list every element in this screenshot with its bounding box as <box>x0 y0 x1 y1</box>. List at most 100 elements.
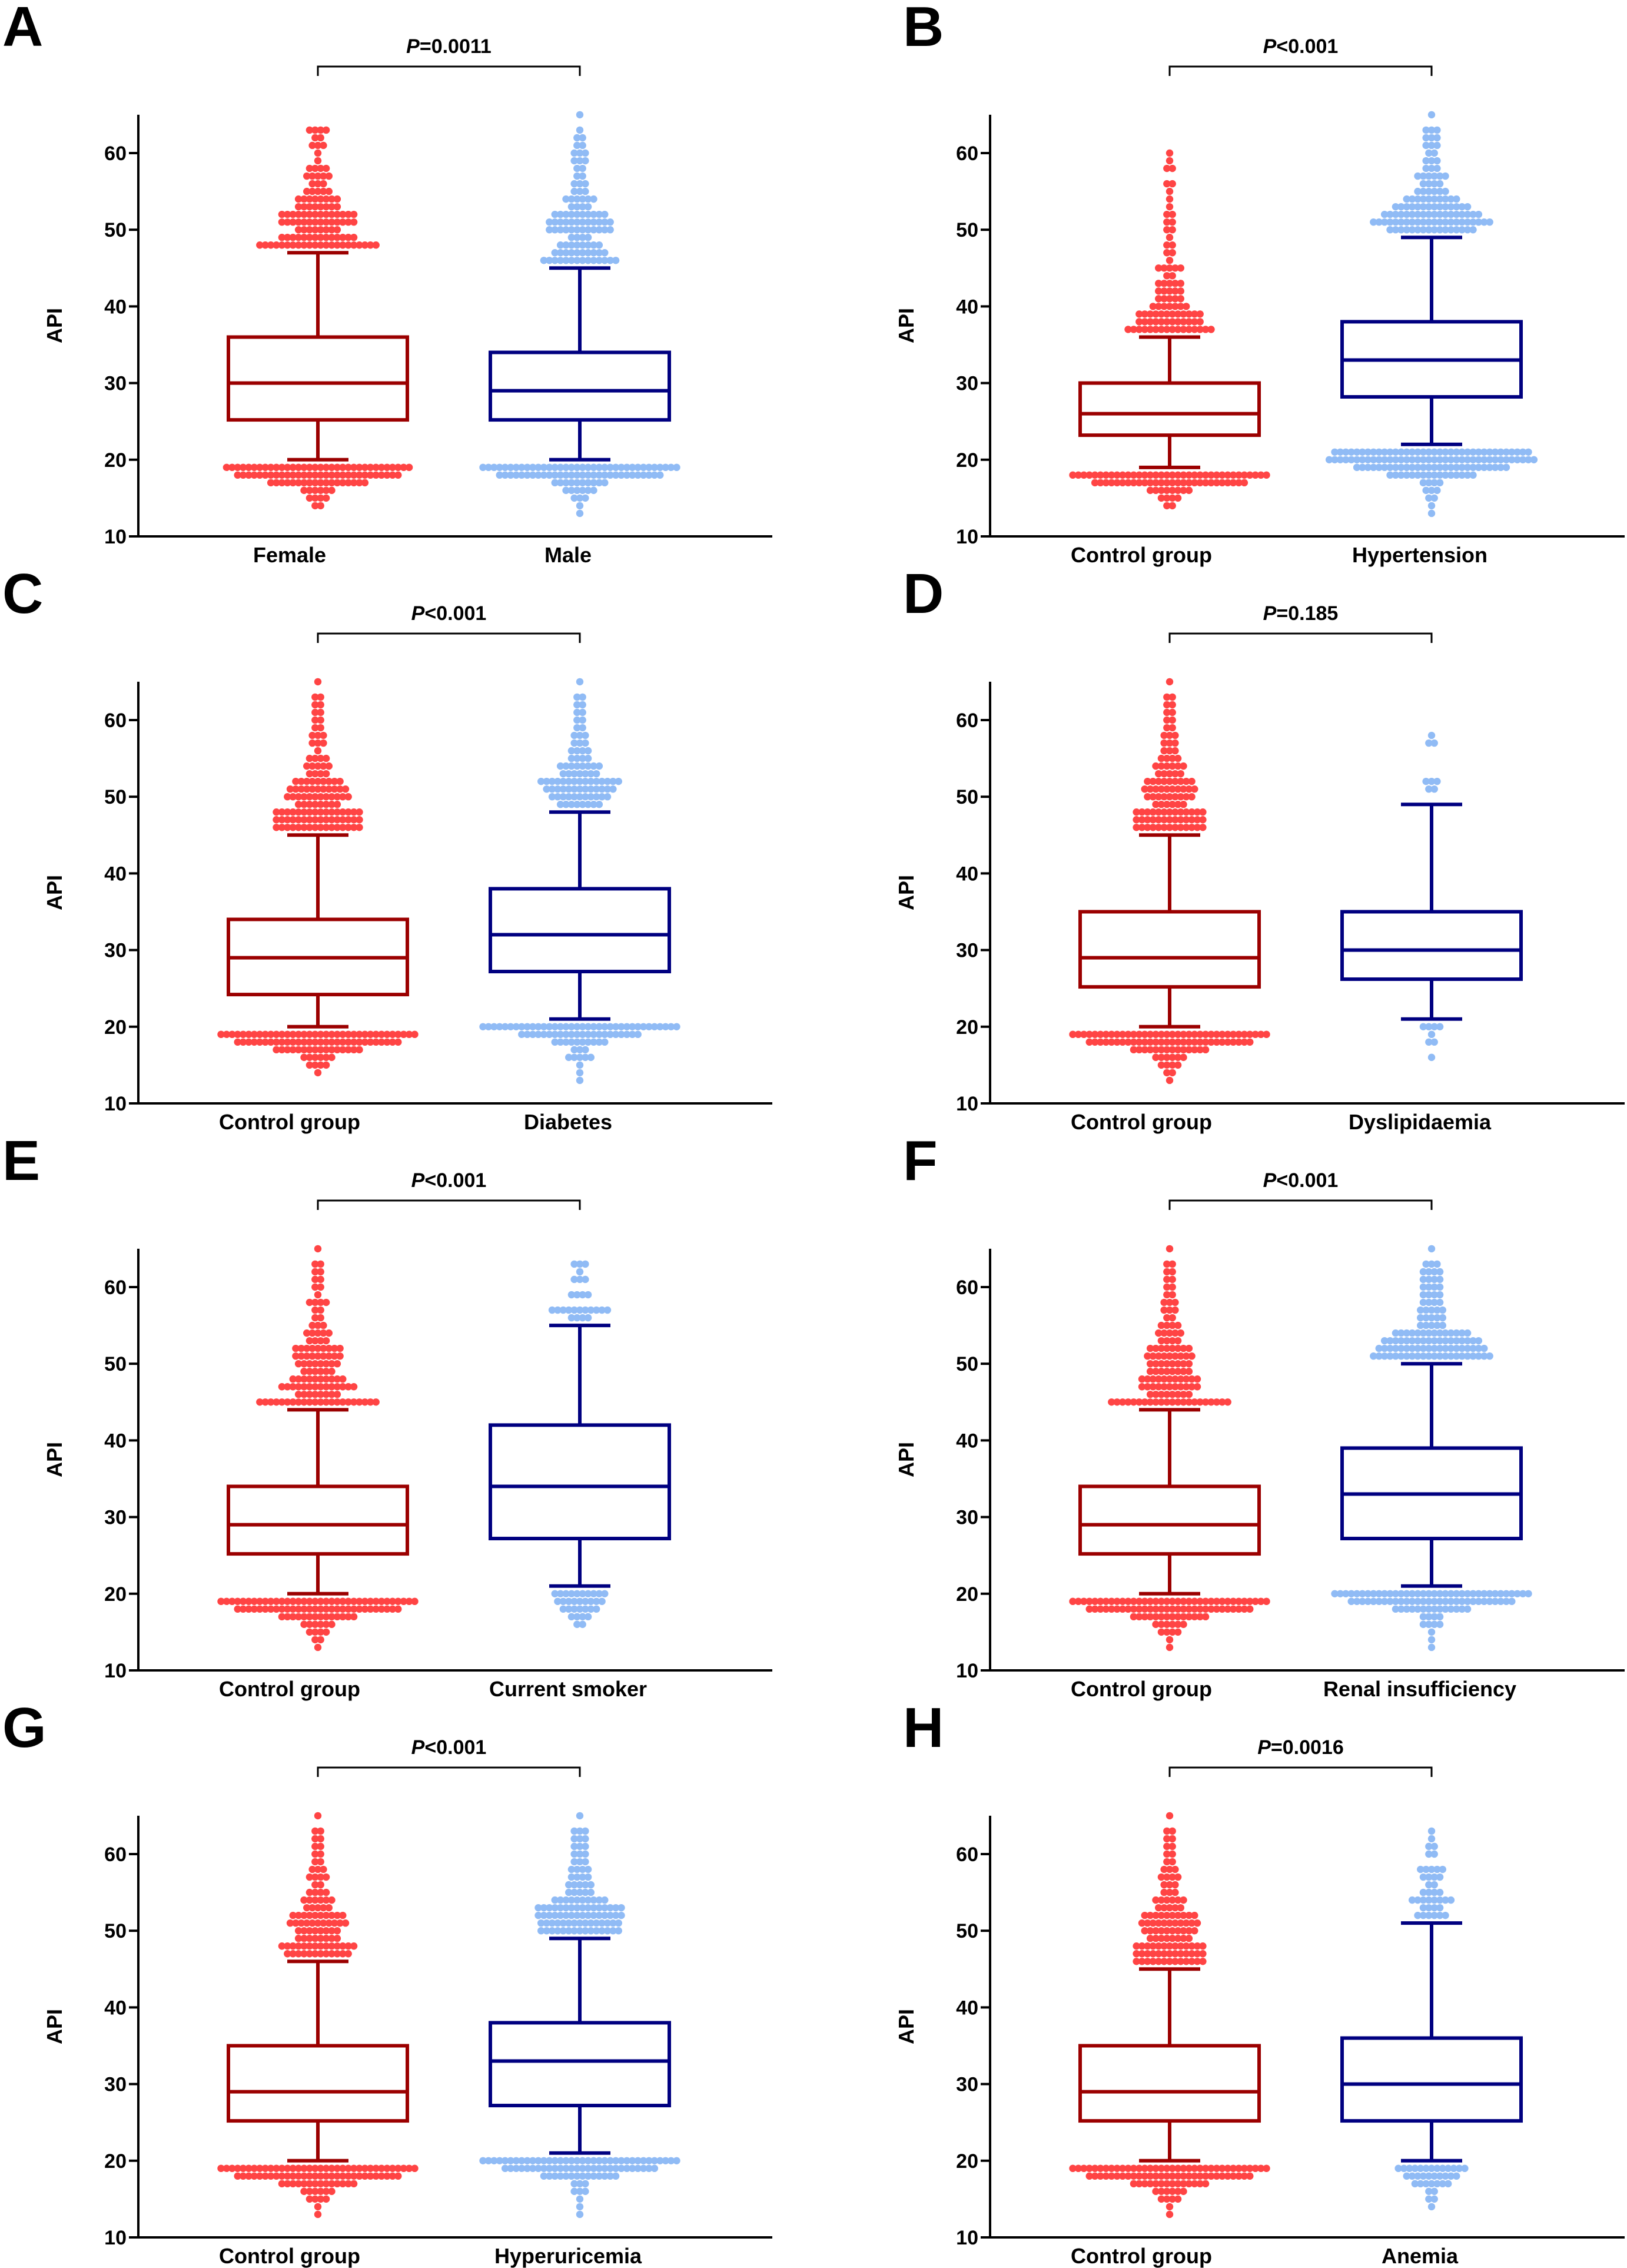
outlier-point <box>595 1030 603 1039</box>
outlier-point <box>1240 1030 1249 1039</box>
group-0: Control group <box>217 1245 419 1701</box>
outlier-point <box>1163 2187 1171 2196</box>
outlier-point <box>1392 1352 1400 1360</box>
outlier-point <box>289 471 297 479</box>
outlier-point <box>339 2172 347 2180</box>
outlier-point <box>1163 318 1171 326</box>
outlier-point <box>1163 180 1171 188</box>
outlier-point <box>1130 1046 1138 1054</box>
outlier-point <box>1146 1911 1154 1919</box>
outlier-point <box>1091 2172 1099 2180</box>
outlier-point <box>1480 456 1488 463</box>
outlier-point <box>662 1023 669 1031</box>
outlier-point <box>1166 1643 1174 1652</box>
outlier-point <box>317 1298 324 1307</box>
outlier-point <box>356 463 363 472</box>
outlier-point <box>1160 287 1168 295</box>
outlier-point <box>584 762 592 770</box>
outlier-point <box>322 195 330 203</box>
outlier-point <box>325 1919 333 1927</box>
outlier-point <box>317 1030 324 1039</box>
outlier-point <box>278 1942 286 1950</box>
outlier-point <box>576 793 584 801</box>
outlier-point <box>1196 326 1204 333</box>
outlier-point <box>328 801 336 808</box>
outlier-point <box>1171 1383 1179 1391</box>
outlier-point <box>336 1919 344 1927</box>
outlier-point <box>1191 1597 1198 1606</box>
outlier-point <box>322 126 330 134</box>
outlier-point <box>1430 1896 1438 1904</box>
outlier-point <box>1213 2164 1221 2173</box>
outlier-point <box>1414 1590 1422 1597</box>
outlier-point <box>1419 2172 1427 2180</box>
outlier-point <box>389 1605 397 1613</box>
outlier-point <box>1453 463 1460 472</box>
outlier-point <box>1135 1030 1143 1039</box>
outlier-point <box>617 463 625 472</box>
outlier-point <box>361 471 369 479</box>
outlier-point <box>1408 456 1416 463</box>
outlier-point <box>1422 157 1430 165</box>
outlier-point <box>356 1046 363 1054</box>
outlier-point <box>1414 463 1422 472</box>
outlier-point <box>1155 1950 1163 1958</box>
outlier-point <box>1171 280 1179 287</box>
outlier-point <box>333 195 341 203</box>
outlier-point <box>306 486 314 495</box>
outlier-point <box>306 1383 314 1391</box>
outlier-point <box>1433 777 1441 785</box>
outlier-point <box>543 785 550 793</box>
outlier-point <box>584 241 592 249</box>
outlier-point <box>1392 1590 1400 1597</box>
outlier-point <box>377 1038 386 1046</box>
outlier-point <box>1163 716 1171 724</box>
outlier-point <box>1168 1260 1176 1268</box>
outlier-point <box>623 2164 631 2173</box>
outlier-point <box>570 187 578 195</box>
outlier-point <box>523 2157 531 2164</box>
outlier-point <box>1425 1597 1433 1606</box>
outlier-point <box>1163 693 1171 701</box>
outlier-point <box>1157 2180 1166 2188</box>
outlier-point <box>570 1275 578 1284</box>
outlier-point <box>1486 218 1493 226</box>
outlier-point <box>1235 2172 1243 2180</box>
p-value-label: P<0.001 <box>411 1169 487 1192</box>
outlier-point <box>344 1942 352 1950</box>
outlier-point <box>1174 2180 1182 2188</box>
outlier-point <box>317 2164 324 2173</box>
outlier-point <box>1403 463 1410 472</box>
outlier-point <box>1163 1337 1171 1345</box>
outlier-point <box>1425 1620 1433 1629</box>
outlier-point <box>1508 448 1516 456</box>
outlier-point <box>1442 1597 1449 1606</box>
outlier-point <box>562 226 570 234</box>
outlier-point <box>322 2195 330 2203</box>
outlier-point <box>1436 218 1444 226</box>
outlier-point <box>284 1398 291 1406</box>
outlier-point <box>311 1268 319 1276</box>
outlier-point <box>1191 2164 1198 2173</box>
outlier-point <box>529 2164 537 2173</box>
outlier-point <box>562 1038 570 1046</box>
outlier-point <box>1375 456 1383 463</box>
outlier-point <box>1163 1613 1171 1621</box>
outlier-point <box>325 187 333 195</box>
outlier-point <box>300 1597 308 1606</box>
outlier-point <box>1180 1911 1187 1919</box>
outlier-point <box>629 2164 636 2173</box>
outlier-point <box>1442 203 1449 211</box>
outlier-point <box>300 824 308 831</box>
outlier-point <box>1425 1023 1433 1031</box>
outlier-point <box>1141 1927 1148 1935</box>
outlier-point <box>1353 1597 1361 1606</box>
outlier-point <box>579 1030 586 1039</box>
outlier-point <box>590 257 597 264</box>
outlier-point <box>308 1329 316 1337</box>
outlier-point <box>1141 1613 1148 1621</box>
outlier-point <box>546 1023 553 1031</box>
outlier-point <box>394 1030 402 1039</box>
outlier-point <box>1171 770 1179 778</box>
